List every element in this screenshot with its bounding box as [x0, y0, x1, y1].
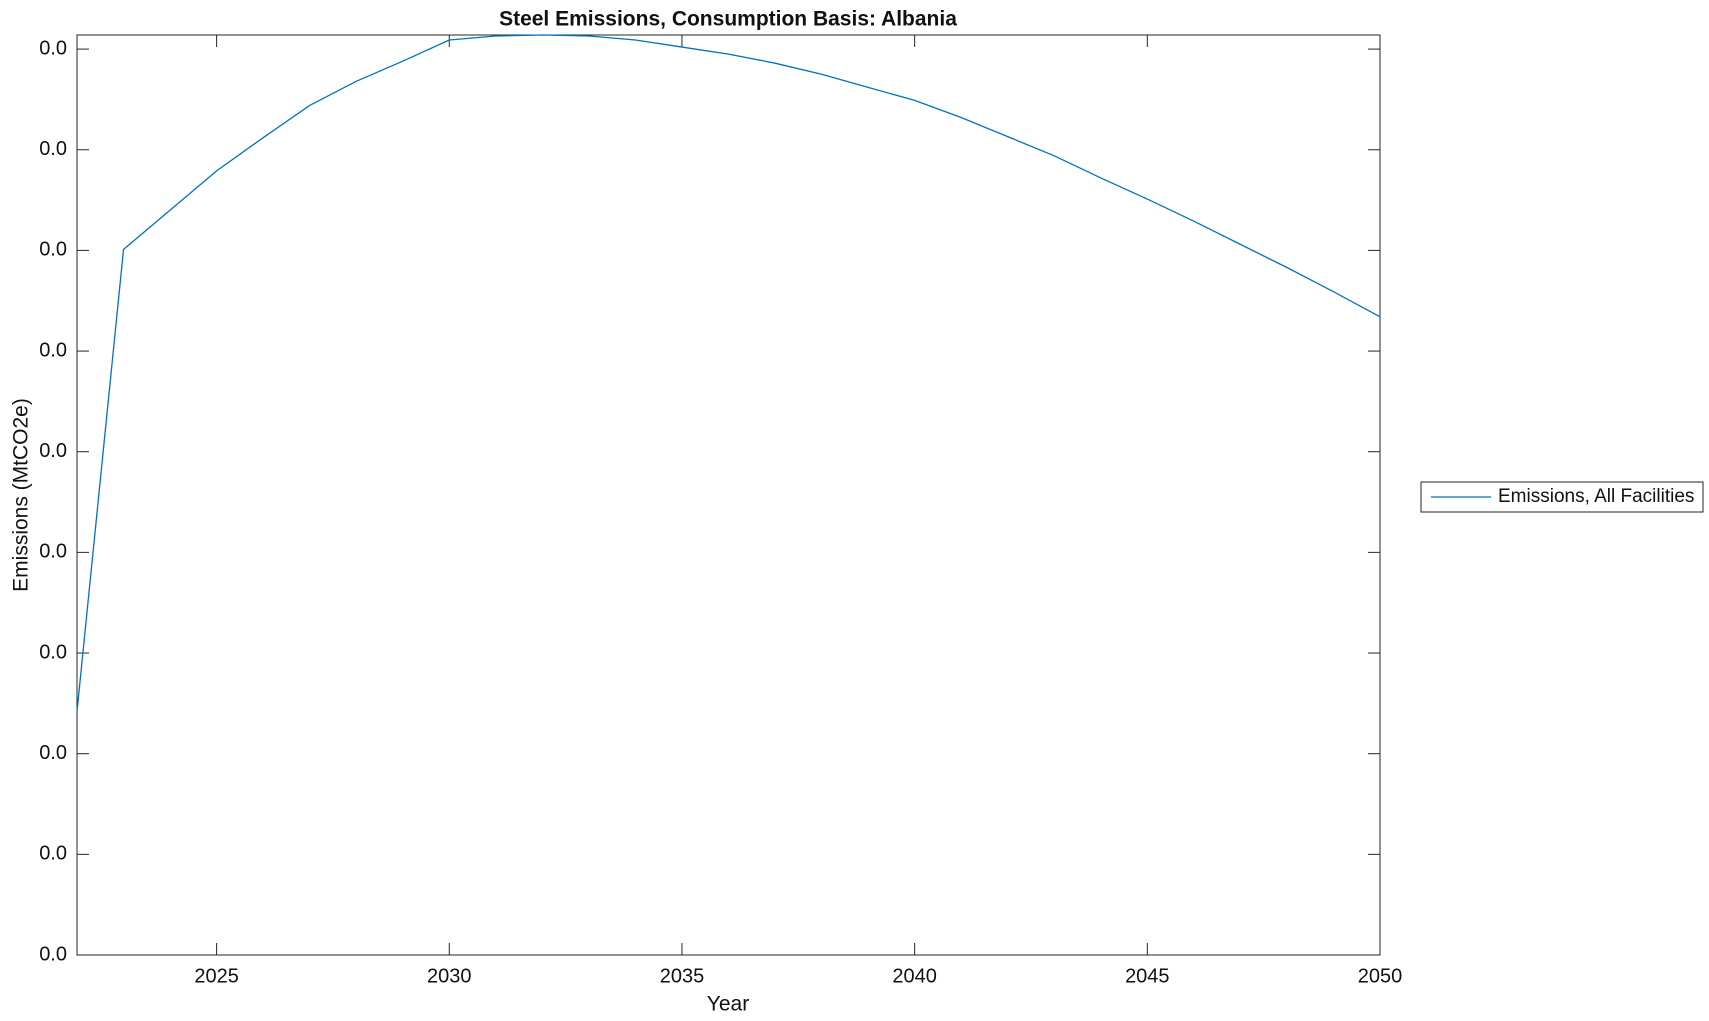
- y-tick-label: 0.0: [39, 138, 67, 160]
- data-line: [76, 34, 1381, 712]
- x-tick-label: 2050: [1358, 965, 1403, 987]
- y-tick-label: 0.0: [39, 541, 67, 563]
- x-tick-label: 2025: [194, 965, 239, 987]
- plot-area: [76, 34, 1381, 956]
- y-tick-label: 0.0: [39, 37, 67, 59]
- y-tick-label: 0.0: [39, 239, 67, 261]
- x-tick-label: 2030: [427, 965, 472, 987]
- chart-title: Steel Emissions, Consumption Basis: Alba…: [499, 8, 957, 31]
- y-tick-label: 0.0: [39, 843, 67, 865]
- x-tick-label: 2045: [1125, 965, 1170, 987]
- x-axis-label: Year: [707, 993, 749, 1016]
- x-tick-label: 2040: [892, 965, 937, 987]
- y-tick-label: 0.0: [39, 339, 67, 361]
- y-tick-label: 0.0: [39, 943, 67, 965]
- y-tick-label: 0.0: [39, 742, 67, 764]
- x-tick-label: 2035: [660, 965, 705, 987]
- y-tick-label: 0.0: [39, 641, 67, 663]
- legend-label: Emissions, All Facilities: [1498, 486, 1694, 507]
- y-tick-label: 0.0: [39, 440, 67, 462]
- y-axis-label: Emissions (MtCO2e): [10, 398, 33, 592]
